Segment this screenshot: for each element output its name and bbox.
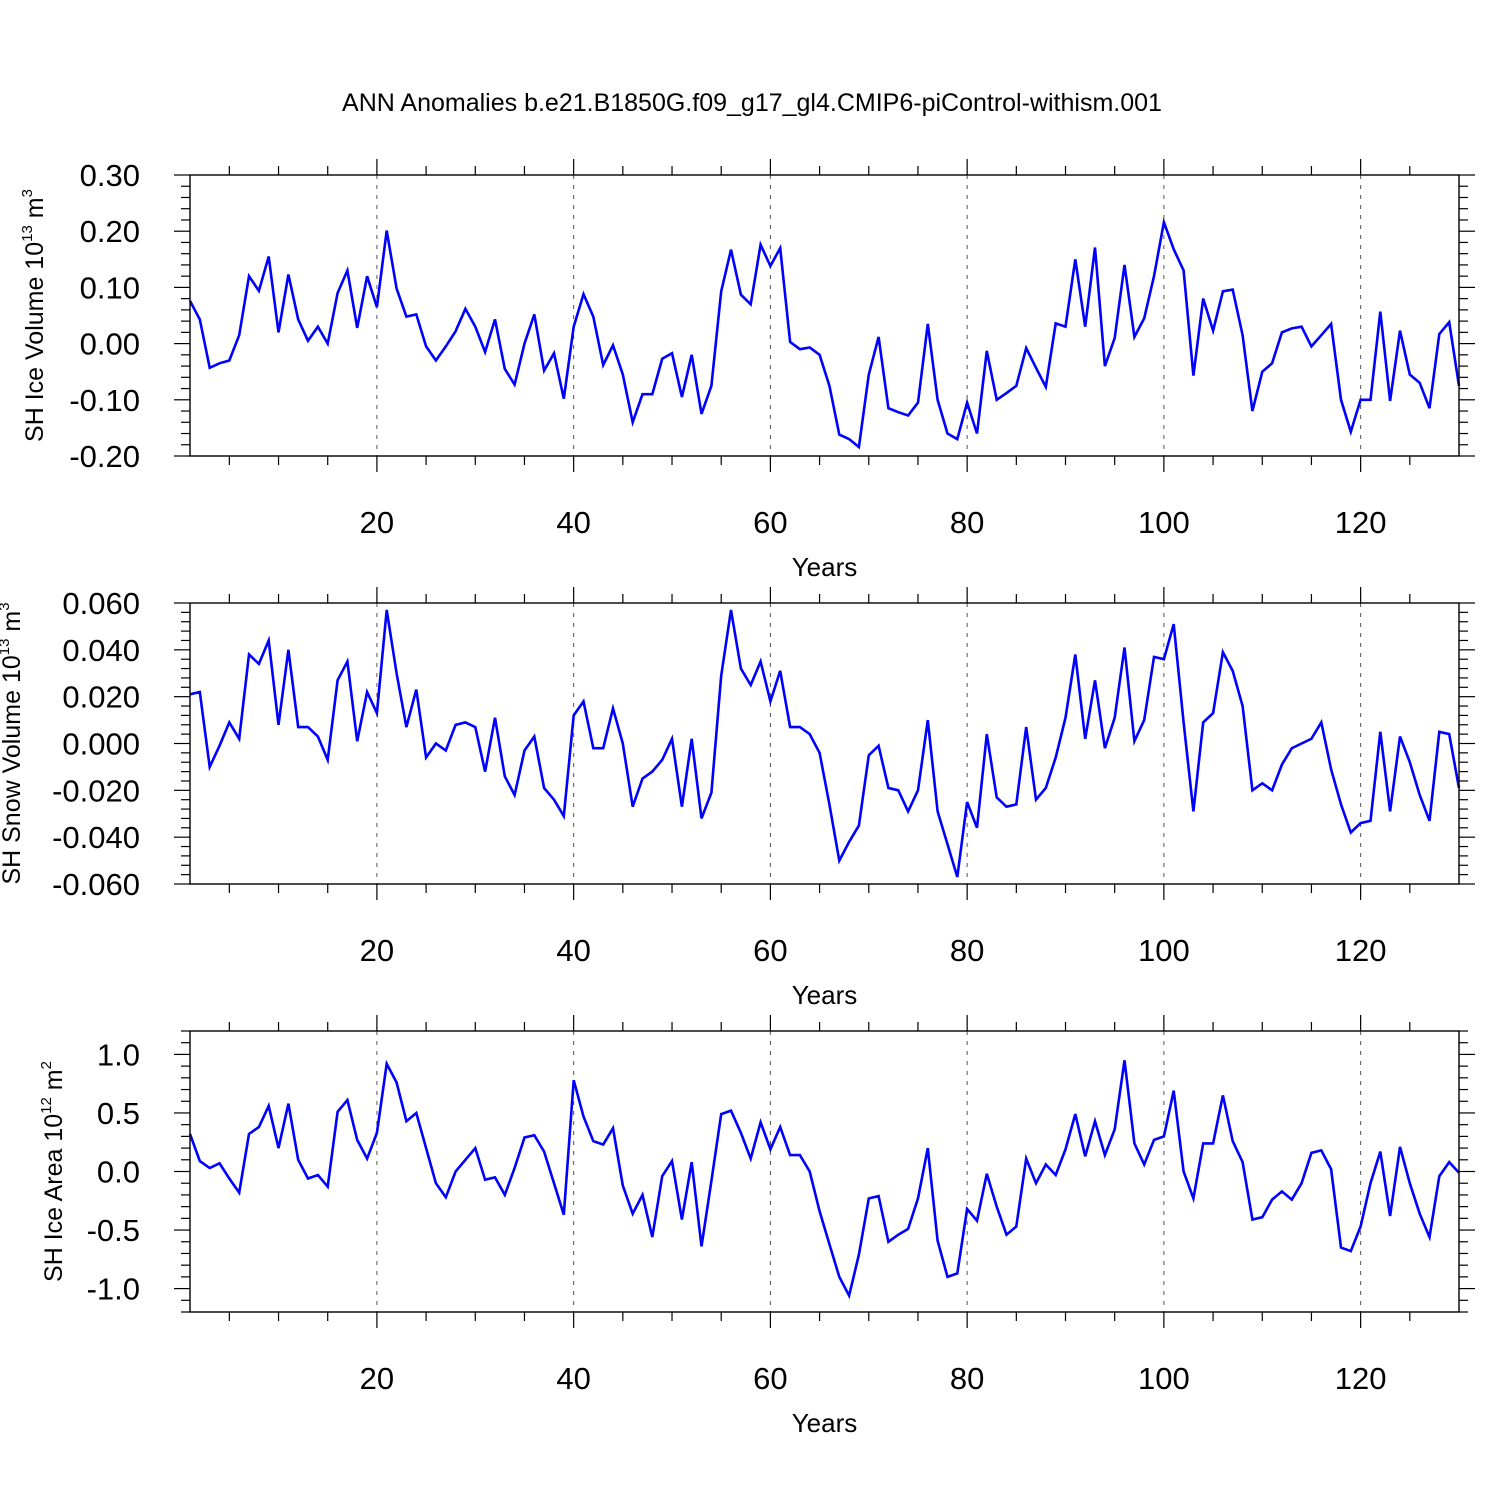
y-label-exponent: 13 [19, 225, 36, 242]
figure-title: ANN Anomalies b.e21.B1850G.f09_g17_gl4.C… [342, 89, 1162, 117]
plot-frame [189, 1030, 1460, 1313]
x-tick-label: 100 [1138, 1361, 1190, 1396]
x-axis-label: Years [792, 980, 858, 1010]
series-line [189, 609, 1461, 878]
x-tick-label: 20 [360, 505, 394, 540]
y-label-unit-exponent: 2 [38, 1061, 55, 1069]
x-tick-label: 80 [950, 933, 984, 968]
y-tick-label: -1.0 [87, 1272, 140, 1307]
y-label-text: SH Ice Volume 10 [21, 242, 49, 442]
y-tick-label: 0.30 [80, 158, 140, 193]
y-tick-label: 0.10 [80, 270, 140, 305]
y-axis-label: SH Ice Area 1012 m2 [38, 1061, 68, 1282]
y-label-text: SH Ice Area 10 [40, 1114, 68, 1282]
x-tick-label: 20 [360, 933, 394, 968]
y-label-unit-exponent: 3 [19, 189, 36, 197]
y-tick-label: -0.040 [52, 820, 140, 855]
panel-2: -0.060 -0.040 -0.020 0.000 0.020 0.040 0.060 20… [0, 586, 1475, 1010]
x-tick-label: 60 [753, 1361, 787, 1396]
y-tick-label: 0.5 [97, 1096, 140, 1131]
y-tick-label: -0.060 [52, 867, 140, 902]
y-tick-label: 0.20 [80, 214, 140, 249]
panel-3: -1.0 -0.5 0.0 0.5 1.0 20 40 60 80 100 120 Years SH I… [38, 1015, 1475, 1438]
x-axis-label: Years [792, 552, 858, 582]
y-tick-label: 0.000 [62, 727, 140, 762]
y-tick-label: -0.10 [69, 383, 140, 418]
x-tick-label: 120 [1335, 1361, 1387, 1396]
series-line [188, 1059, 1460, 1300]
x-tick-label: 100 [1138, 505, 1190, 540]
series-line [188, 217, 1461, 450]
x-tick-label: 60 [753, 505, 787, 540]
plot-frame [189, 602, 1460, 885]
panel-1: -0.20 -0.10 0.00 0.10 0.20 0.30 20 40 60 80 100 120… [19, 158, 1475, 582]
y-tick-label: 1.0 [97, 1037, 140, 1072]
x-tick-label: 80 [950, 1361, 984, 1396]
y-label-unit: m [21, 197, 49, 225]
y-label-exponent: 12 [38, 1097, 55, 1114]
y-tick-label: 0.00 [80, 327, 140, 362]
y-tick-label: 0.060 [62, 586, 140, 621]
y-label-unit: m [40, 1069, 68, 1097]
x-tick-label: 120 [1335, 933, 1387, 968]
plot-frame [189, 174, 1460, 457]
y-tick-label: 0.0 [97, 1155, 140, 1190]
y-label-unit-exponent: 3 [0, 602, 13, 610]
x-tick-label: 40 [556, 933, 590, 968]
y-tick-label: -0.20 [69, 439, 140, 474]
y-tick-label: 0.040 [62, 633, 140, 668]
y-tick-label: -0.020 [52, 773, 140, 808]
y-axis-label: SH Snow Volume 1013 m3 [0, 602, 26, 884]
y-tick-label: 0.020 [62, 680, 140, 715]
x-tick-label: 80 [950, 505, 984, 540]
y-axis-label: SH Ice Volume 1013 m3 [19, 189, 49, 442]
x-tick-label: 20 [360, 1361, 394, 1396]
x-axis-label: Years [792, 1408, 858, 1438]
x-tick-label: 40 [556, 1361, 590, 1396]
x-tick-label: 60 [753, 933, 787, 968]
y-label-unit: m [0, 611, 26, 639]
x-tick-label: 40 [556, 505, 590, 540]
x-tick-label: 100 [1138, 933, 1190, 968]
y-label-text: SH Snow Volume 10 [0, 655, 26, 884]
y-tick-label: -0.5 [87, 1213, 140, 1248]
x-tick-label: 120 [1335, 505, 1387, 540]
y-label-exponent: 13 [0, 639, 13, 656]
